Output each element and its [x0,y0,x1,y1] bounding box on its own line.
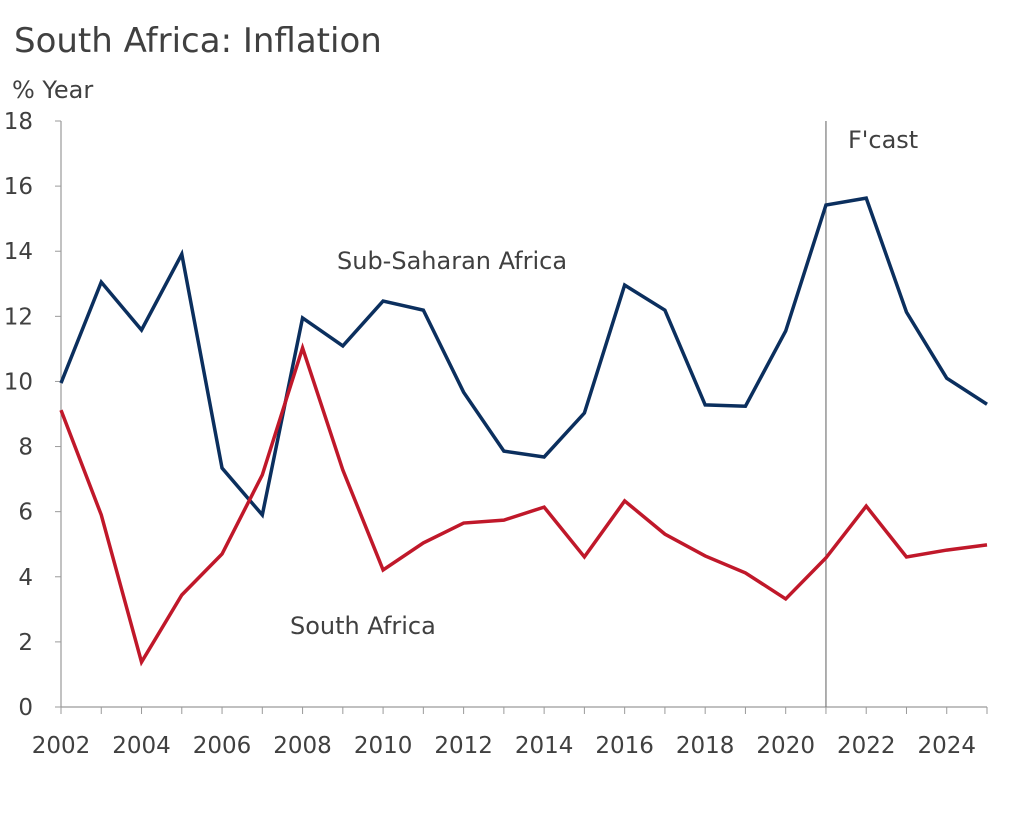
y-tick-label: 18 [4,109,33,135]
forecast-label: F'cast [848,126,918,154]
x-tick-label: 2004 [112,733,171,759]
series-line-south-africa [59,342,988,667]
y-tick-label: 10 [4,369,33,395]
x-tick-label: 2008 [273,733,332,759]
series-label-sub-saharan-africa: Sub-Saharan Africa [337,247,567,275]
x-tick-label: 2024 [917,733,976,759]
x-tick-label: 2002 [32,733,91,759]
y-tick-label: 12 [4,304,33,330]
x-tick-label: 2012 [434,733,493,759]
x-tick-label: 2016 [595,733,654,759]
y-tick-label: 8 [18,435,33,461]
y-tick-label: 0 [18,695,33,721]
chart-title: South Africa: Inflation [14,21,382,61]
y-tick-label: 6 [18,500,33,526]
y-tick-label: 2 [18,630,33,656]
y-tick-label: 16 [4,174,33,200]
x-tick-label: 2010 [354,733,413,759]
y-tick-label: 14 [4,239,33,265]
series-label-south-africa: South Africa [290,612,436,640]
x-tick-label: 2006 [193,733,252,759]
y-axis-label: % Year [12,76,93,104]
x-tick-label: 2018 [676,733,735,759]
y-tick-label: 4 [18,565,33,591]
series-line-sub-saharan-africa [59,196,988,519]
x-tick-label: 2022 [837,733,896,759]
x-tick-label: 2014 [515,733,574,759]
x-tick-label: 2020 [756,733,815,759]
